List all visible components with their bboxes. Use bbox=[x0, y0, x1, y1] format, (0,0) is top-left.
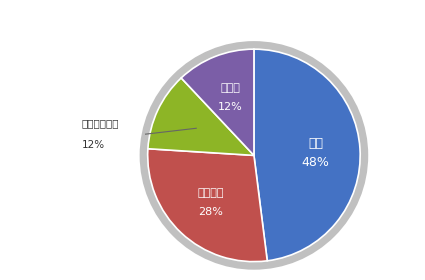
Text: 購入代金: 購入代金 bbox=[197, 188, 224, 198]
Text: 12%: 12% bbox=[82, 140, 105, 150]
Text: その他: その他 bbox=[221, 83, 241, 93]
Wedge shape bbox=[148, 149, 267, 262]
Wedge shape bbox=[148, 78, 254, 155]
Text: 家賃: 家賃 bbox=[308, 137, 323, 150]
Text: 会費・授業料: 会費・授業料 bbox=[82, 118, 119, 129]
Text: 12%: 12% bbox=[218, 102, 243, 112]
Text: 「ちょコムバンク支払い（振込）」（※）のご利用目的（件数比）: 「ちょコムバンク支払い（振込）」（※）のご利用目的（件数比） bbox=[98, 12, 327, 25]
Text: 48%: 48% bbox=[301, 156, 329, 169]
Wedge shape bbox=[181, 49, 254, 155]
Wedge shape bbox=[254, 49, 360, 261]
Text: 28%: 28% bbox=[198, 207, 223, 218]
